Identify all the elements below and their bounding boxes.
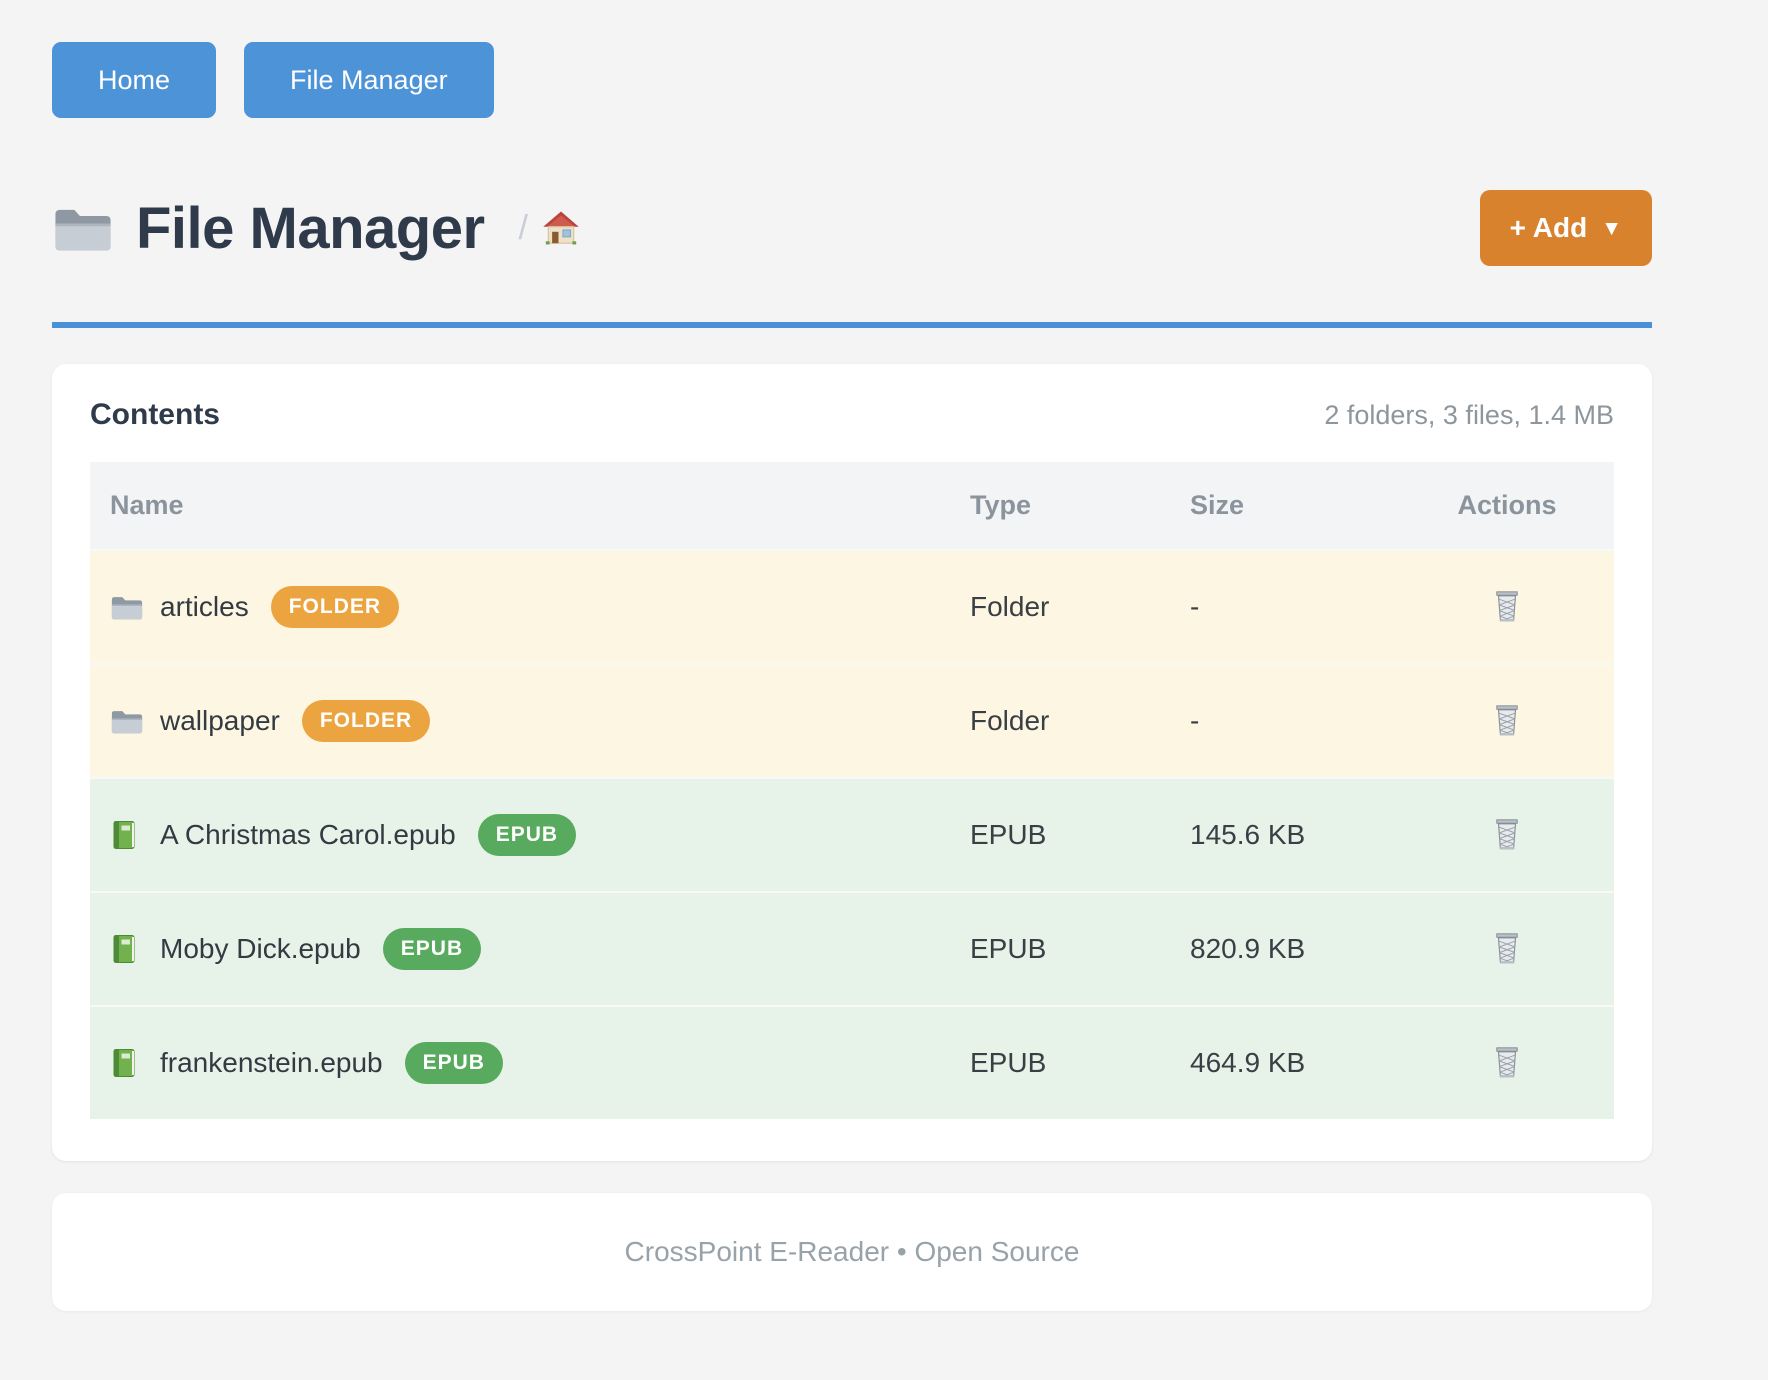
table-row: frankenstein.epub EPUB EPUB 464.9 KB [90,1005,1614,1119]
type-cell: EPUB [950,1005,1170,1119]
delete-button[interactable] [1485,585,1529,630]
footer-text: CrossPoint E-Reader • Open Source [624,1236,1080,1267]
chevron-down-icon: ▼ [1601,217,1622,240]
type-cell: EPUB [950,777,1170,891]
column-header-type: Type [950,462,1170,549]
footer: CrossPoint E-Reader • Open Source [52,1193,1652,1311]
delete-button[interactable] [1485,813,1529,858]
contents-summary: 2 folders, 3 files, 1.4 MB [1324,399,1614,430]
file-table: Name Type Size Actions [90,462,1614,1119]
table-row: A Christmas Carol.epub EPUB EPUB 145.6 K… [90,777,1614,891]
title-group: File Manager / [52,195,580,262]
item-name[interactable]: A Christmas Carol.epub [160,819,456,850]
type-badge: EPUB [404,1042,503,1084]
column-header-actions: Actions [1400,462,1614,549]
book-icon [110,1048,144,1078]
header-divider [52,322,1652,328]
type-cell: Folder [950,549,1170,663]
trash-icon [1493,590,1521,626]
add-button-label: + Add [1509,212,1588,243]
size-cell: 820.9 KB [1170,891,1400,1005]
page-header: File Manager / + Add ▼ [52,190,1652,266]
file-manager-button[interactable]: File Manager [244,42,494,118]
item-name[interactable]: articles [160,591,249,622]
type-badge: FOLDER [270,586,400,628]
trash-icon [1493,818,1521,854]
delete-button[interactable] [1485,699,1529,744]
table-row: Moby Dick.epub EPUB EPUB 820.9 KB [90,891,1614,1005]
item-name[interactable]: frankenstein.epub [160,1047,383,1078]
size-cell: - [1170,549,1400,663]
contents-card: Contents 2 folders, 3 files, 1.4 MB Name… [52,364,1652,1161]
book-icon [110,820,144,850]
type-cell: Folder [950,663,1170,777]
card-title: Contents [90,398,220,431]
type-badge: EPUB [477,814,577,856]
item-name[interactable]: wallpaper [160,705,280,736]
home-button[interactable]: Home [52,42,217,118]
table-header-row: Name Type Size Actions [90,462,1614,549]
folder-icon [110,706,144,736]
add-button[interactable]: + Add ▼ [1479,190,1652,266]
size-cell: 464.9 KB [1170,1005,1400,1119]
house-icon[interactable] [542,210,580,246]
column-header-size: Size [1170,462,1400,549]
delete-button[interactable] [1485,1041,1529,1086]
top-nav: Home File Manager [52,0,1652,118]
trash-icon [1493,704,1521,740]
delete-button[interactable] [1485,927,1529,972]
table-row: articles FOLDER Folder - [90,549,1614,663]
type-cell: EPUB [950,891,1170,1005]
column-header-name: Name [90,462,950,549]
type-badge: FOLDER [301,700,431,742]
size-cell: - [1170,663,1400,777]
table-body: articles FOLDER Folder - [90,549,1614,1119]
table-row: wallpaper FOLDER Folder - [90,663,1614,777]
folder-icon [110,592,144,622]
folder-icon [52,202,114,254]
item-name[interactable]: Moby Dick.epub [160,933,361,964]
breadcrumb-separator: / [518,208,528,247]
size-cell: 145.6 KB [1170,777,1400,891]
trash-icon [1493,1046,1521,1082]
book-icon [110,934,144,964]
page-title: File Manager [136,195,485,261]
trash-icon [1493,932,1521,968]
page-container: Home File Manager File Manager / [52,0,1652,1311]
type-badge: EPUB [382,928,482,970]
card-header: Contents 2 folders, 3 files, 1.4 MB [90,398,1614,432]
